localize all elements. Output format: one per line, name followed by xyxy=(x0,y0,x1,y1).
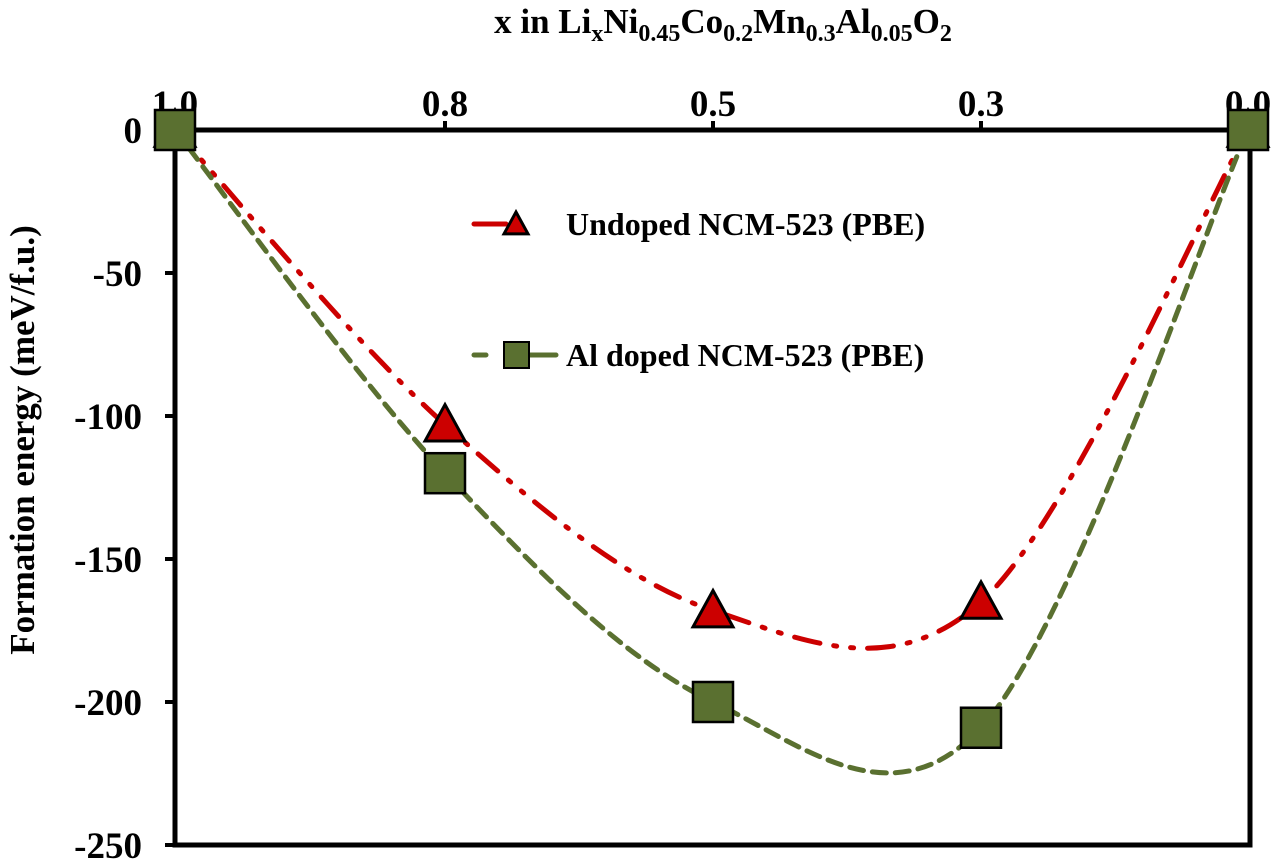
y-tick-label: -50 xyxy=(93,254,142,295)
x-tick-label: 0.3 xyxy=(958,84,1004,125)
title-subscript: 0.45 xyxy=(638,21,680,47)
legend-label-1: Al doped NCM-523 (PBE) xyxy=(566,337,924,373)
chart-title: x in LixNi0.45Co0.2Mn0.3Al0.05O2 xyxy=(494,2,952,47)
x-tick-labels: 1.0 0.8 0.5 0.3 0.0 xyxy=(152,84,1271,125)
y-tick-labels: 0 -50 -100 -150 -200 -250 xyxy=(74,111,142,863)
title-subscript: 0.05 xyxy=(871,21,913,47)
legend-label-0: Undoped NCM-523 (PBE) xyxy=(566,206,925,242)
title-subscript: 0.2 xyxy=(723,21,753,47)
y-tick-label: 0 xyxy=(124,111,143,152)
y-axis-label: Formation energy (meV/f.u.) xyxy=(3,225,42,655)
series-markers xyxy=(152,106,1271,749)
legend-triangle-icon xyxy=(501,208,531,236)
legend: Undoped NCM-523 (PBE) Al doped NCM-523 (P… xyxy=(471,206,925,373)
title-part: O xyxy=(913,2,940,41)
y-tick-label: -100 xyxy=(74,397,142,438)
title-subscript: x xyxy=(591,21,603,47)
y-tick-label: -150 xyxy=(74,540,142,581)
triangle-marker xyxy=(690,587,736,629)
square-marker xyxy=(959,706,1003,749)
title-part: Mn xyxy=(753,2,806,41)
x-tick-label: 0.8 xyxy=(422,84,468,125)
square-marker xyxy=(691,680,735,724)
y-tick-label: -200 xyxy=(74,683,142,724)
title-subscript: 0.3 xyxy=(806,21,836,47)
title-subscript: 2 xyxy=(940,21,952,47)
square-marker xyxy=(153,108,197,152)
x-tick-label: 0.5 xyxy=(690,84,736,125)
title-part: Co xyxy=(680,2,723,41)
legend-square-icon xyxy=(503,341,530,369)
triangle-marker xyxy=(958,578,1004,620)
title-part: Ni xyxy=(603,2,638,41)
square-marker xyxy=(1226,108,1270,152)
title-part: x in Li xyxy=(494,2,592,41)
y-tick-label: -250 xyxy=(74,826,142,863)
square-marker xyxy=(423,451,467,495)
triangle-marker xyxy=(422,401,468,443)
title-part: Al xyxy=(836,2,871,41)
